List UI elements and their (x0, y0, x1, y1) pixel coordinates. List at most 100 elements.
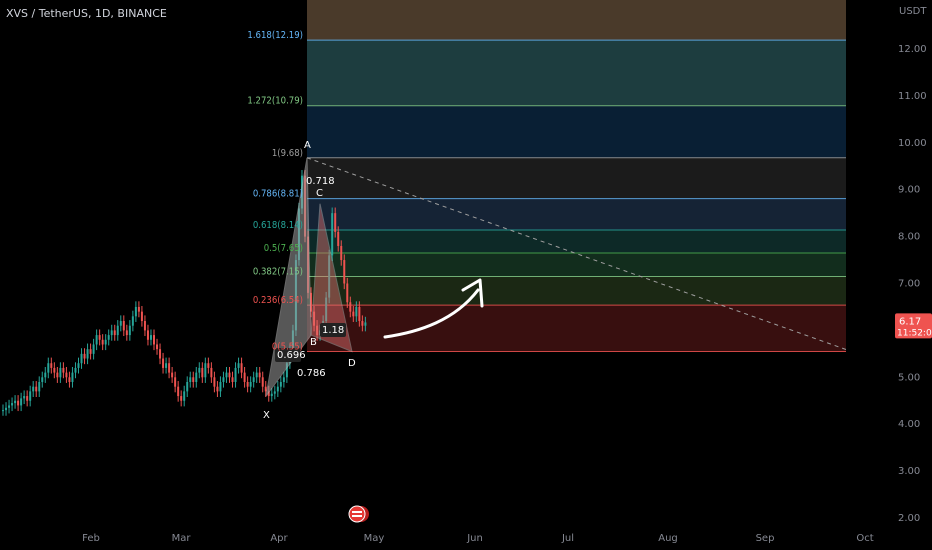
candle-body (140, 311, 143, 322)
price-tick-label: 5.00 (898, 372, 920, 383)
candle-body (183, 391, 186, 401)
candle-body (343, 260, 346, 284)
candle-body (361, 321, 364, 326)
candle-body (149, 335, 152, 340)
candle-body (110, 330, 113, 336)
candle-body (328, 255, 331, 298)
last-price-value: 6.17 (899, 316, 921, 327)
ratio-label-bg (275, 348, 301, 362)
flag-icon[interactable] (348, 505, 366, 523)
fib-zone (307, 276, 846, 306)
price-tick-label: 9.00 (898, 185, 920, 196)
price-tick-label: 4.00 (898, 419, 920, 430)
candle-body (201, 367, 204, 378)
candle-body (364, 322, 367, 326)
pattern-point-x: X (263, 410, 270, 421)
candle-body (261, 377, 264, 387)
pattern-xab-triangle (265, 157, 312, 397)
flag-stripe (352, 515, 362, 517)
candle-body (50, 363, 53, 368)
candle-body (20, 398, 23, 406)
time-tick-label: May (364, 533, 385, 544)
price-tick-label: 3.00 (898, 466, 920, 477)
candle-body (276, 386, 279, 392)
candle-body (204, 363, 207, 378)
pattern-ratio-label: 0.786 (297, 368, 326, 379)
candle-body (116, 325, 119, 336)
time-tick-label: Jul (561, 533, 574, 544)
last-price-tag[interactable] (895, 313, 932, 339)
symbol-header[interactable]: XVS / TetherUS, 1D, BINANCE (6, 7, 167, 20)
candle-body (2, 410, 4, 412)
candle-body (14, 400, 17, 404)
fib-retracement-zones[interactable] (307, 0, 846, 353)
symbol-title: XVS / TetherUS, 1D, BINANCE (6, 7, 167, 20)
candle-body (29, 391, 32, 401)
candle-body (237, 363, 240, 368)
candle-body (195, 372, 198, 382)
candle-body (279, 381, 282, 387)
pattern-ratio-label: 0.718 (306, 176, 335, 187)
candle-body (198, 367, 201, 373)
time-tick-label: Oct (856, 533, 873, 544)
candle-body (11, 403, 14, 406)
candle-body (192, 377, 195, 382)
fib-zone (307, 40, 846, 106)
candle-body (340, 245, 343, 261)
pattern-ratio-label: 0.696 (277, 350, 306, 361)
candle-body (162, 358, 165, 368)
candle-body (246, 381, 249, 387)
candle-body (171, 372, 174, 378)
time-axis[interactable]: Feb Mar Apr May Jun Jul Aug Sep Oct (82, 505, 874, 544)
time-tick-label: Sep (756, 533, 775, 544)
candle-body (146, 330, 149, 340)
candle-body (143, 321, 146, 331)
price-tick-label: 10.00 (898, 138, 927, 149)
candle-body (282, 377, 285, 382)
time-tick-label: Mar (172, 533, 192, 544)
axis-currency-label: USDT (899, 6, 927, 17)
candle-body (165, 363, 168, 368)
fib-label: 1(9.68) (272, 148, 303, 159)
candle-body (168, 363, 171, 373)
candle-body (213, 377, 216, 387)
fib-label: 0.5(7.65) (264, 243, 303, 254)
pattern-point-b: B (310, 337, 317, 348)
candle-body (62, 367, 65, 373)
pattern-point-a: A (304, 140, 311, 151)
fib-zone (307, 253, 846, 277)
candle-body (17, 400, 20, 406)
candle-body (234, 367, 237, 382)
candle-body (222, 377, 225, 382)
candle-body (101, 339, 104, 345)
candle-body (216, 386, 219, 392)
candle-body (156, 344, 159, 350)
fib-label: 0.786(8.81) (253, 189, 303, 200)
candle-body (231, 377, 234, 382)
fib-zone (307, 157, 846, 199)
candle-body (349, 302, 352, 312)
candle-body (352, 311, 355, 317)
fib-zone-top (307, 0, 846, 41)
fib-zone (307, 105, 846, 158)
candle-body (240, 363, 243, 373)
candle-body (285, 363, 288, 378)
candle-body (26, 396, 29, 401)
candle-body (153, 335, 155, 345)
candle-body (249, 381, 252, 387)
candle-body (252, 377, 255, 382)
bullish-arrow-head (461, 278, 484, 308)
fib-label: 1.618(12.19) (247, 30, 303, 41)
candle-body (71, 372, 74, 382)
harmonic-pattern[interactable]: X A B C D 0.718 0.696 0.786 1.18 (263, 140, 847, 421)
candle-body (189, 377, 192, 382)
candle-body (355, 306, 358, 317)
price-axis[interactable]: USDT2.003.004.005.006.007.008.009.0010.0… (886, 0, 932, 550)
pattern-ratio-label: 1.18 (322, 325, 344, 336)
candle-body (228, 372, 231, 378)
candle-body (5, 407, 8, 411)
candle-body (89, 349, 92, 354)
ratio-label-bg (320, 323, 346, 337)
pattern-point-c: C (316, 188, 323, 199)
